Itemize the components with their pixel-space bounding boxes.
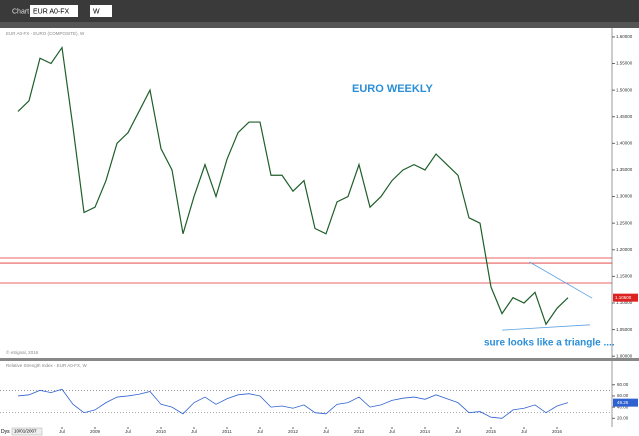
x-tick-label: 2011 (222, 429, 232, 434)
price-panel (0, 28, 612, 358)
y-tick-label: 1.30000 (616, 194, 633, 199)
y-tick-label: 1.50000 (616, 87, 633, 92)
x-tick-label: Jul (125, 429, 131, 434)
x-tick-label: Jul (257, 429, 263, 434)
rsi-title: Relative Strength Index - EUR A0-FX, W (6, 363, 88, 368)
annotation: sure looks like a triangle .... (484, 338, 615, 349)
y-tick-label: 1.20000 (616, 247, 633, 252)
x-tick-label: 2014 (420, 429, 431, 434)
y-tick-label: 80.00 (617, 382, 629, 387)
x-tick-label: Jul (521, 429, 527, 434)
x-tick-label: 2015 (486, 429, 497, 434)
date-box[interactable] (11, 427, 43, 436)
x-tick-label: 2010 (156, 429, 167, 434)
y-tick-label: 1.40000 (616, 141, 633, 146)
period: Dys (1, 429, 10, 435)
symbol-box[interactable] (30, 5, 78, 17)
x-tick-label: 2012 (288, 429, 299, 434)
interval: W (93, 8, 100, 15)
y-tick-label: 40.00 (617, 404, 629, 409)
x-tick-label: 2009 (90, 429, 101, 434)
last-price: 1.10600 (615, 295, 632, 300)
x-tick-label: Jul (59, 429, 65, 434)
y-tick-label: 1.60000 (616, 34, 633, 39)
rsi-panel (0, 361, 612, 427)
x-tick-label: Jul (389, 429, 395, 434)
y-tick-label: 1.00000 (616, 353, 633, 358)
x-tick-label: Jul (455, 429, 461, 434)
last-rsi: 49.25 (617, 400, 629, 405)
x-tick-label: Jul (323, 429, 329, 434)
rsi-line (17, 388, 569, 419)
last-price-box (613, 293, 638, 302)
y-tick-label: 1.10000 (616, 300, 633, 305)
x-tick-label: Jul (191, 429, 197, 434)
x-tick-label: 2013 (354, 429, 365, 434)
annotation: EURO WEEKLY (352, 83, 434, 95)
y-tick-label: 1.45000 (616, 114, 633, 119)
x-tick-label: 2016 (552, 429, 563, 434)
copyright: © eSignal, 2016 (6, 349, 39, 355)
price-line (17, 45, 569, 326)
interval-box[interactable] (90, 5, 112, 17)
last-rsi-box (613, 398, 638, 407)
y-tick-label: 1.35000 (616, 167, 633, 172)
chart-header: EUR A0-FX - EURO (COMPOSITE), W (6, 31, 85, 36)
time-axis (0, 427, 639, 436)
toolbar (0, 0, 639, 22)
start-date: 10/01/2007 (14, 429, 37, 434)
trendline (529, 261, 593, 299)
y-tick-label: 1.05000 (616, 327, 633, 332)
trendline (501, 324, 591, 331)
symbol: EUR A0-FX (33, 8, 70, 15)
title-strip (0, 22, 639, 28)
y-tick-label: 1.25000 (616, 220, 633, 225)
y-tick-label: 1.15000 (616, 274, 633, 279)
window-title: Chart (12, 8, 29, 15)
y-tick-label: 1.55000 (616, 61, 633, 66)
y-tick-label: 60.00 (617, 393, 629, 398)
y-tick-label: 20.00 (617, 415, 629, 420)
